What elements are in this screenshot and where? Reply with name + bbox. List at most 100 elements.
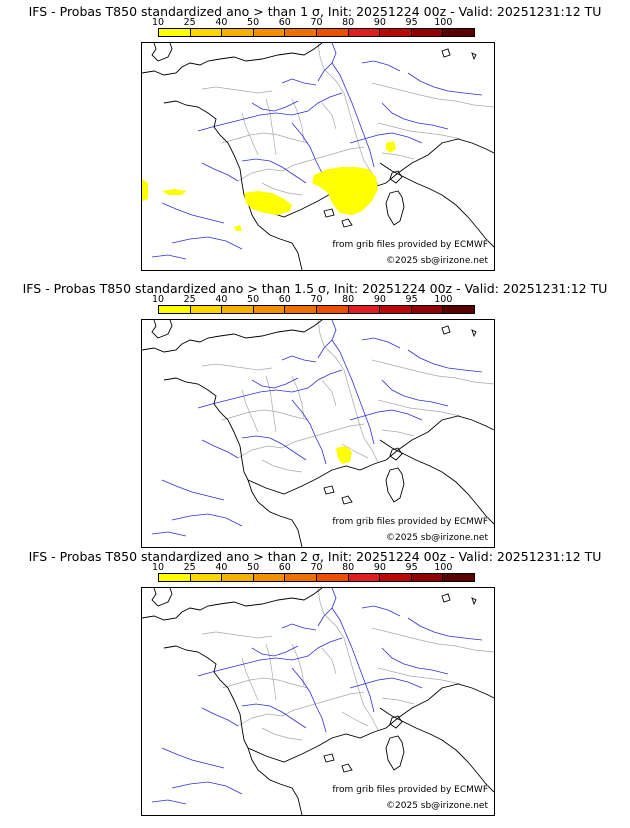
panel-title: IFS - Probas T850 standardized ano > tha… — [22, 281, 608, 296]
coastline — [323, 753, 335, 763]
river-line — [317, 43, 337, 82]
colorbar-tick-label: 90 — [373, 17, 386, 28]
border-line — [241, 112, 259, 156]
colorbar-tick-label: 25 — [183, 294, 196, 305]
coastline — [341, 218, 353, 228]
coastline — [441, 593, 451, 603]
river-line — [361, 337, 401, 349]
coastline — [323, 208, 335, 218]
colorbar-segment — [316, 306, 349, 313]
colorbar-tick-label: 25 — [183, 562, 196, 573]
river-line — [281, 78, 317, 86]
river-line — [197, 369, 343, 409]
river-line — [161, 747, 225, 769]
coastline — [379, 707, 494, 793]
river-line — [201, 162, 239, 182]
river-line — [151, 531, 187, 537]
coastline — [441, 325, 451, 335]
river-line — [331, 339, 375, 445]
coastline — [385, 735, 405, 771]
border-line — [201, 363, 273, 371]
border-line — [201, 86, 273, 94]
colorbar-segment — [159, 29, 191, 36]
river-line — [241, 158, 307, 184]
panel-title: IFS - Probas T850 standardized ano > tha… — [28, 4, 602, 19]
colorbar-tick-label: 95 — [405, 17, 418, 28]
river-line — [197, 92, 343, 132]
coastline — [247, 202, 303, 270]
colorbar-segment — [253, 29, 286, 36]
colorbar-tick-label: 40 — [215, 294, 228, 305]
probability-area-biscay — [162, 189, 186, 195]
river-line — [201, 707, 239, 727]
river-line — [201, 439, 239, 459]
probability-area-spain — [234, 225, 242, 231]
colorbar-tick-label: 95 — [405, 562, 418, 573]
coastline — [163, 100, 249, 204]
map-canvas — [142, 320, 494, 547]
river-line — [361, 605, 401, 617]
colorbar-tick-label: 90 — [373, 562, 386, 573]
coastline — [341, 495, 353, 505]
colorbar — [158, 28, 475, 37]
border-line — [201, 631, 273, 639]
colorbar-tick-label: 50 — [247, 17, 260, 28]
border-line — [237, 146, 365, 182]
coastline — [142, 588, 323, 621]
river-line — [251, 377, 299, 389]
credit-source: from grib files provided by ECMWF — [332, 785, 488, 795]
colorbar-segment — [222, 574, 254, 581]
coastline — [389, 170, 403, 184]
probability-map: from grib files provided by ECMWF ©2025 … — [141, 42, 495, 271]
colorbar-segment — [159, 574, 191, 581]
river-line — [251, 100, 299, 112]
colorbar-segment — [190, 306, 223, 313]
coastline — [247, 683, 494, 763]
river-line — [407, 349, 483, 373]
colorbar-segment — [348, 306, 381, 313]
border-line — [381, 429, 415, 437]
border-line — [341, 443, 369, 459]
coastline — [142, 43, 323, 76]
colorbar-tick-label: 100 — [434, 562, 453, 573]
border-line — [341, 711, 369, 727]
border-line — [221, 132, 309, 144]
river-line — [361, 60, 401, 72]
river-line — [161, 202, 225, 224]
map-canvas — [142, 588, 494, 815]
river-line — [291, 399, 327, 465]
colorbar-segment — [348, 29, 381, 36]
border-line — [317, 588, 379, 731]
river-line — [251, 645, 299, 657]
coastline — [247, 415, 494, 495]
border-line — [321, 379, 337, 407]
probability-map: from grib files provided by ECMWF ©2025 … — [141, 319, 495, 548]
panel-title: IFS - Probas T850 standardized ano > tha… — [28, 549, 602, 564]
probability-area-pyrenees — [244, 191, 292, 215]
colorbar — [158, 305, 475, 314]
colorbar-segment — [411, 29, 444, 36]
base-map — [142, 43, 494, 270]
border-line — [221, 409, 309, 421]
colorbar-segment — [285, 29, 317, 36]
river-line — [171, 781, 243, 795]
colorbar-segment — [190, 574, 223, 581]
colorbar-tick-label: 40 — [215, 17, 228, 28]
river-line — [241, 435, 307, 461]
map-panel-3: IFS - Probas T850 standardized ano > tha… — [0, 549, 630, 819]
colorbar-segment — [316, 574, 349, 581]
river-line — [381, 379, 449, 407]
border-line — [377, 122, 461, 140]
river-line — [381, 102, 449, 130]
border-line — [237, 423, 365, 459]
coastline — [441, 48, 451, 58]
border-line — [321, 647, 337, 675]
colorbar-segment — [253, 574, 286, 581]
colorbar-tick-label: 40 — [215, 562, 228, 573]
river-line — [381, 647, 449, 675]
coastline — [163, 645, 249, 749]
river-line — [197, 637, 343, 677]
river-line — [161, 479, 225, 501]
colorbar-segment — [380, 574, 412, 581]
river-line — [407, 617, 483, 641]
